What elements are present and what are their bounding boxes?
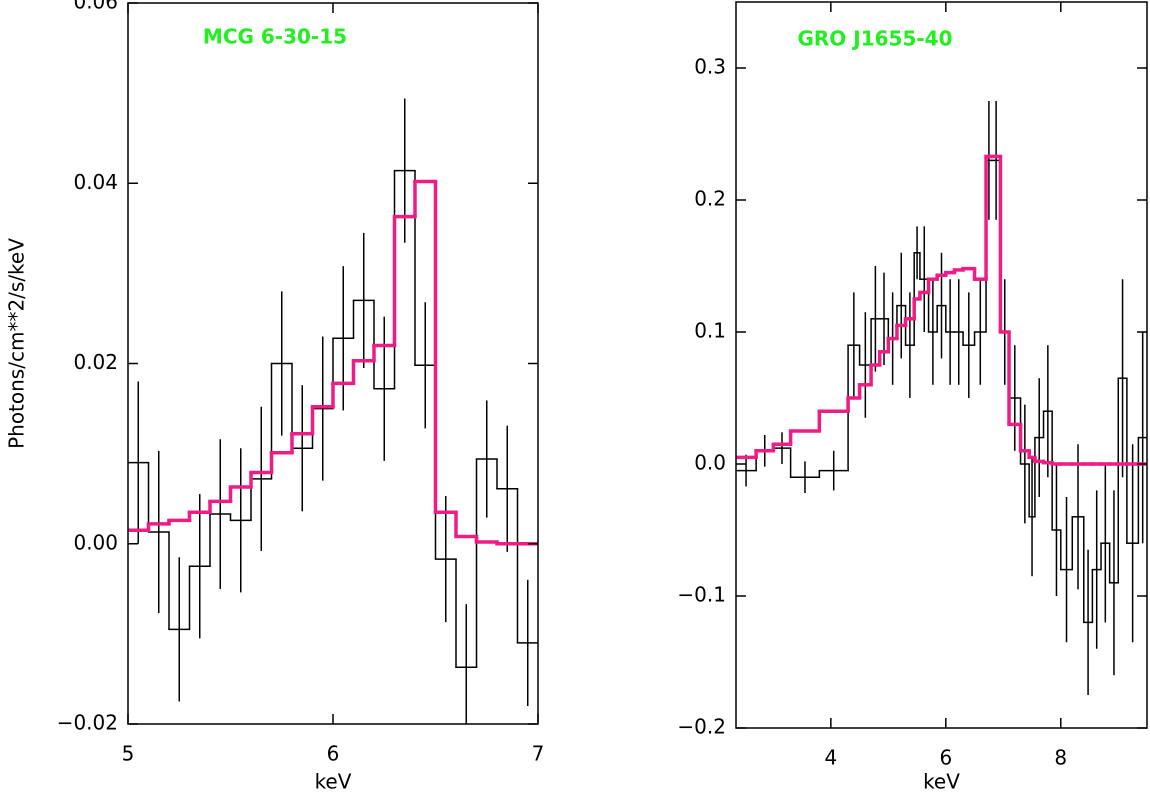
series xyxy=(736,154,1147,466)
x-tick-label: 4 xyxy=(824,746,837,770)
y-tick-label: −0.1 xyxy=(677,583,726,607)
y-tick-label: −0.2 xyxy=(677,715,726,739)
plot-frame xyxy=(735,1,1148,729)
panel-title: MCG 6-30-15 xyxy=(203,25,347,49)
x-tick-label: 7 xyxy=(532,742,545,766)
series xyxy=(128,179,538,546)
y-tick-label: 0.02 xyxy=(73,350,118,374)
y-tick-label: 0.00 xyxy=(73,530,118,554)
y-tick-label: 0.1 xyxy=(694,319,726,343)
x-axis-label: keV xyxy=(315,770,352,794)
x-tick-label: 6 xyxy=(939,746,952,770)
y-tick-label: −0.02 xyxy=(57,711,118,735)
y-tick-label: 0.0 xyxy=(694,451,726,475)
panel-title: GRO J1655-40 xyxy=(797,27,952,51)
x-tick-label: 6 xyxy=(327,742,340,766)
y-tick-label: 0.06 xyxy=(73,0,118,14)
x-axis-label: keV xyxy=(923,770,960,794)
y-tick-label: 0.04 xyxy=(73,170,118,194)
x-tick-label: 5 xyxy=(122,742,135,766)
y-axis-label: Photons/cm**2/s/keV xyxy=(5,238,29,449)
series xyxy=(128,98,538,724)
y-tick-label: 0.2 xyxy=(694,187,726,211)
series xyxy=(736,101,1147,695)
x-tick-label: 8 xyxy=(1054,746,1067,770)
y-tick-label: 0.3 xyxy=(694,55,726,79)
